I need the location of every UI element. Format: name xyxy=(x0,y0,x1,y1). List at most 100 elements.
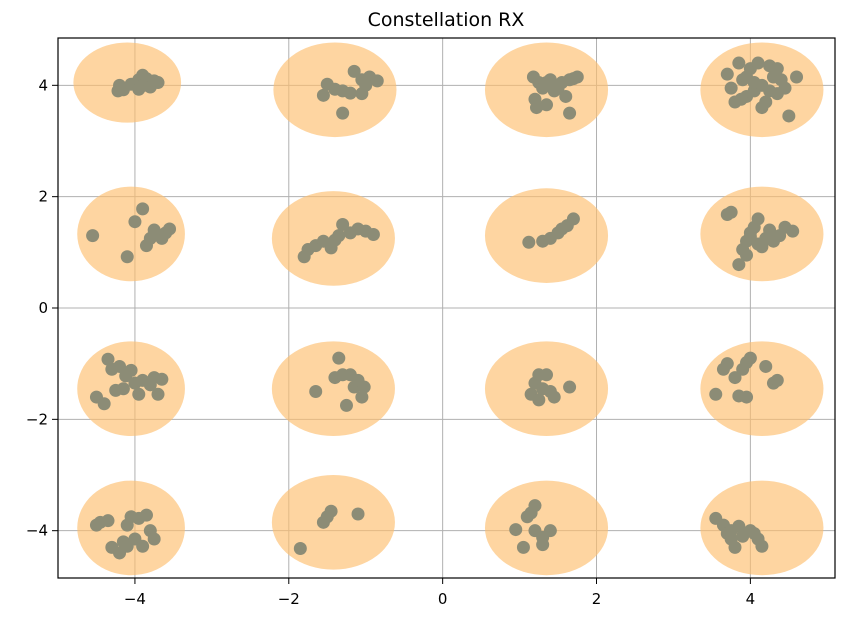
data-point-108 xyxy=(740,248,754,262)
data-point-179 xyxy=(516,540,530,554)
data-point-22 xyxy=(359,78,373,92)
x-tick-label-3: 2 xyxy=(592,590,602,608)
data-point-157 xyxy=(770,373,784,387)
data-point-135 xyxy=(355,390,369,404)
data-point-142 xyxy=(540,368,554,382)
data-point-7 xyxy=(132,82,146,96)
data-point-39 xyxy=(551,81,565,95)
data-point-110 xyxy=(743,230,757,244)
data-point-168 xyxy=(136,539,150,553)
data-point-16 xyxy=(347,64,361,78)
data-point-127 xyxy=(309,385,323,399)
data-point-73 xyxy=(163,222,177,236)
data-point-169 xyxy=(139,508,153,522)
chart-title: Constellation RX xyxy=(368,9,525,31)
x-tick-label-4: 4 xyxy=(746,590,756,608)
constellation-region-9 xyxy=(271,341,395,437)
data-point-125 xyxy=(155,372,169,386)
data-point-185 xyxy=(536,538,550,552)
data-point-65 xyxy=(120,250,134,264)
data-point-33 xyxy=(559,89,573,103)
data-point-92 xyxy=(566,212,580,226)
data-point-176 xyxy=(324,504,338,518)
data-point-41 xyxy=(724,81,738,95)
data-point-182 xyxy=(528,499,542,513)
data-point-36 xyxy=(570,70,584,84)
data-point-28 xyxy=(540,98,554,112)
data-point-15 xyxy=(343,86,357,100)
data-point-38 xyxy=(540,76,554,90)
y-tick-label-0: −4 xyxy=(26,522,48,540)
data-point-27 xyxy=(530,101,544,115)
constellation-region-13 xyxy=(271,475,395,570)
data-point-60 xyxy=(755,101,769,115)
data-point-198 xyxy=(724,524,738,538)
data-point-145 xyxy=(563,380,577,394)
data-point-56 xyxy=(790,70,804,84)
data-point-59 xyxy=(747,76,761,90)
data-point-80 xyxy=(332,229,346,243)
data-point-197 xyxy=(755,539,769,553)
data-point-173 xyxy=(293,541,307,555)
data-point-55 xyxy=(778,81,792,95)
data-point-124 xyxy=(151,387,165,401)
data-point-160 xyxy=(101,514,115,528)
data-point-140 xyxy=(532,393,546,407)
data-point-107 xyxy=(786,224,800,238)
data-point-86 xyxy=(522,235,536,249)
data-point-177 xyxy=(351,507,365,521)
data-point-62 xyxy=(734,92,748,106)
received-points xyxy=(86,56,804,560)
data-point-57 xyxy=(782,109,796,123)
data-point-116 xyxy=(113,359,127,373)
data-point-149 xyxy=(728,371,742,385)
y-tick-label-3: 2 xyxy=(38,188,48,206)
x-tick-label-2: 0 xyxy=(438,590,448,608)
constellation-region-4 xyxy=(77,186,185,282)
data-point-155 xyxy=(759,359,773,373)
data-point-11 xyxy=(147,74,161,88)
y-tick-label-2: 0 xyxy=(38,299,48,317)
data-point-19 xyxy=(370,74,384,88)
y-tick-label-4: 4 xyxy=(38,76,48,94)
data-point-81 xyxy=(336,217,350,231)
data-point-85 xyxy=(366,228,380,242)
axes: −4 −2 0 2 4 −4 −2 0 2 4 xyxy=(26,37,836,608)
data-point-148 xyxy=(720,357,734,371)
data-point-95 xyxy=(732,258,746,272)
constellation-regions xyxy=(73,42,824,576)
data-point-66 xyxy=(128,215,142,229)
data-point-43 xyxy=(732,56,746,70)
data-point-103 xyxy=(763,223,777,237)
data-point-40 xyxy=(720,67,734,81)
y-tick-label-1: −2 xyxy=(26,410,48,428)
x-tick-label-1: −2 xyxy=(278,590,300,608)
data-point-23 xyxy=(328,82,342,96)
constellation-region-8 xyxy=(77,341,185,437)
data-point-191 xyxy=(728,540,742,554)
data-point-112 xyxy=(97,397,111,411)
data-point-37 xyxy=(563,106,577,120)
data-point-21 xyxy=(336,106,350,120)
data-point-67 xyxy=(136,202,150,216)
data-point-12 xyxy=(316,88,330,102)
data-point-129 xyxy=(332,351,346,365)
data-point-172 xyxy=(120,518,134,532)
data-point-178 xyxy=(509,523,523,537)
data-point-144 xyxy=(547,390,561,404)
data-point-48 xyxy=(751,56,765,70)
data-point-117 xyxy=(116,382,130,396)
data-point-120 xyxy=(132,387,146,401)
data-point-113 xyxy=(101,352,115,366)
data-point-10 xyxy=(111,84,125,98)
data-point-186 xyxy=(543,524,557,538)
data-point-131 xyxy=(339,398,353,412)
data-point-100 xyxy=(751,212,765,226)
data-point-126 xyxy=(119,369,133,383)
data-point-146 xyxy=(709,387,723,401)
data-point-61 xyxy=(763,84,777,98)
data-point-171 xyxy=(147,532,161,546)
data-point-94 xyxy=(724,205,738,219)
